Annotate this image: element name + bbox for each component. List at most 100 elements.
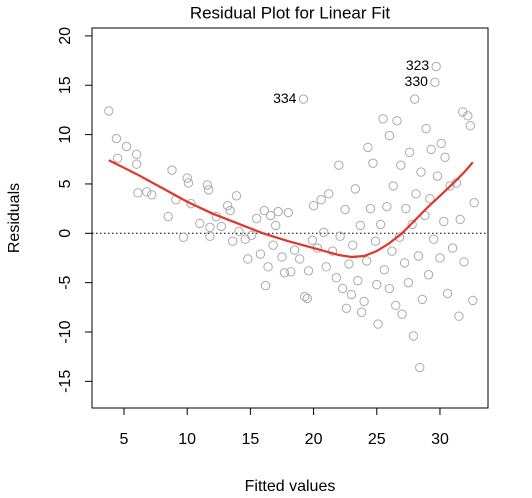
point [409,94,420,104]
point [355,220,366,231]
point [302,293,312,304]
point [447,243,458,253]
point [426,144,436,155]
point [388,181,398,191]
point [384,130,395,141]
point [270,220,281,231]
point [399,258,410,268]
y-tick-label: -15 [57,370,74,393]
point [407,219,417,230]
point [183,178,194,188]
point [392,116,402,126]
point [316,195,326,205]
point [384,283,395,294]
point [442,288,453,299]
point [227,236,238,246]
point [463,111,473,121]
point [440,152,450,162]
point [454,311,464,321]
y-tick-label: -5 [57,275,74,289]
annotation: 330 [405,73,429,89]
point [455,214,465,225]
point [335,231,345,241]
point [421,123,431,134]
point [415,362,425,373]
y-tick-label: 15 [57,76,74,94]
x-tick-label: 10 [178,431,196,448]
point [112,153,123,163]
point [142,187,152,197]
point [465,121,476,131]
point [430,77,440,87]
point [104,106,114,116]
y-tick-label: 10 [57,126,74,144]
point [131,149,142,160]
point [255,249,266,259]
point [205,231,215,241]
x-axis-label: Fitted values [245,478,336,495]
point [163,211,173,222]
point [324,189,334,199]
point [365,203,376,214]
point [263,262,273,272]
point [131,159,142,169]
point [298,94,309,104]
point [246,230,257,240]
point [469,198,479,208]
y-tick-label: 0 [57,229,74,238]
point [350,184,360,194]
point [348,240,358,250]
point [341,303,352,314]
y-tick-label: 5 [57,179,74,188]
point [382,201,392,212]
point [289,245,300,255]
annotation: 334 [273,90,297,106]
point [167,165,177,175]
point [375,219,386,230]
smooth-line [108,159,474,259]
point [423,270,434,280]
point [265,210,276,221]
x-tick-label: 15 [241,431,259,448]
point [186,198,196,209]
point [416,167,426,177]
point [411,189,421,199]
point [205,222,215,233]
x-tick-label: 30 [431,431,449,448]
point [404,147,415,158]
point [231,191,242,201]
point [222,200,233,211]
point [240,234,251,244]
point [368,158,378,168]
point [408,331,419,341]
x-tick-label: 5 [120,431,129,448]
point [202,180,213,190]
annotation: 323 [406,57,430,73]
point [318,227,329,238]
point [396,160,406,170]
point [403,277,414,288]
point [353,275,363,286]
point [435,253,445,263]
point [439,216,449,227]
chart-title: Residual Plot for Linear Fit [190,3,391,22]
point [445,181,455,191]
point [363,142,373,153]
point [379,265,390,275]
point [425,194,435,204]
point [387,246,397,256]
point [294,254,305,264]
point [216,221,227,232]
point [459,257,469,267]
point [359,296,369,307]
point [337,283,348,294]
point [432,171,443,181]
point [225,205,235,216]
point [283,207,293,218]
y-tick-label: -10 [57,320,74,343]
y-axis-label: Residuals [6,183,23,253]
point [308,200,319,211]
point [121,141,132,152]
point [277,252,287,262]
